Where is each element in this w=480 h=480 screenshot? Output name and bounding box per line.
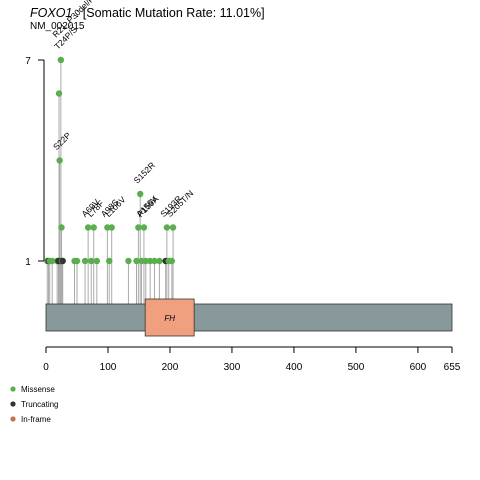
- lollipop-head-24: [133, 257, 140, 265]
- lollipop-head-32: [156, 257, 163, 265]
- plot-title: FOXO1 : [Somatic Mutation Rate: 11.01%]: [30, 6, 265, 20]
- x-tick-label-600: 600: [410, 362, 427, 373]
- lollipop-head-17: [88, 257, 95, 265]
- gene-name: FOXO1: [30, 6, 73, 20]
- mutation-label-0: S22P: [51, 130, 73, 152]
- lollipop-head-19: [93, 257, 101, 265]
- lollipop-head-21: [106, 257, 113, 265]
- x-tick-label-400: 400: [286, 362, 303, 373]
- lollipop-head-25: [135, 224, 142, 231]
- lollipop-head-36: [168, 257, 176, 265]
- legend-label-0: Missense: [21, 385, 55, 394]
- lollipop-head-23: [125, 257, 132, 265]
- lollipop-head-22: [108, 224, 115, 231]
- lollipop-head-7: [56, 157, 63, 164]
- legend-label-1: Truncating: [21, 400, 59, 409]
- domain-FH: [144, 298, 195, 337]
- lollipop-head-12: [59, 257, 66, 265]
- x-tick-label-655: 655: [444, 362, 461, 373]
- lollipop-head-31: [151, 257, 158, 265]
- x-tick-label-100: 100: [100, 362, 117, 373]
- lollipop-head-16: [84, 224, 92, 231]
- lollipop-head-15: [81, 257, 89, 265]
- lollipop-head-18: [90, 224, 97, 231]
- lollipop-head-34: [163, 224, 171, 231]
- transcript-id: NM_002015: [30, 21, 85, 32]
- mutation-label-11: A156V: [134, 194, 159, 219]
- lollipop-head-37: [169, 224, 177, 231]
- legend-swatch-0: [10, 386, 16, 392]
- legend-swatch-2: [10, 416, 16, 422]
- y-tick-label-1: 1: [25, 257, 31, 268]
- lollipop-head-28: [140, 224, 148, 231]
- lollipop-head-6: [55, 90, 63, 97]
- mutation-label-6: S152R: [132, 160, 157, 185]
- x-tick-label-200: 200: [162, 362, 179, 373]
- legend-swatch-1: [10, 401, 16, 407]
- protein-backbone: [45, 303, 453, 332]
- domain-label-FH: FH: [164, 314, 175, 323]
- lollipop-head-10: [58, 224, 65, 231]
- x-tick-label-500: 500: [348, 362, 365, 373]
- lollipop-head-3: [48, 257, 56, 265]
- x-tick-label-300: 300: [224, 362, 241, 373]
- lollipop-head-14: [73, 257, 81, 265]
- x-tick-label-0: 0: [43, 362, 49, 373]
- lollipop-head-26: [137, 190, 144, 198]
- mutation-label-10: R21_P30del/P/H/G: [50, 0, 108, 39]
- lollipop-head-9: [57, 56, 65, 64]
- mutation-rate: : [Somatic Mutation Rate: 11.01%]: [72, 6, 265, 20]
- legend-label-2: In-frame: [21, 415, 51, 424]
- y-tick-label-7: 7: [25, 56, 31, 67]
